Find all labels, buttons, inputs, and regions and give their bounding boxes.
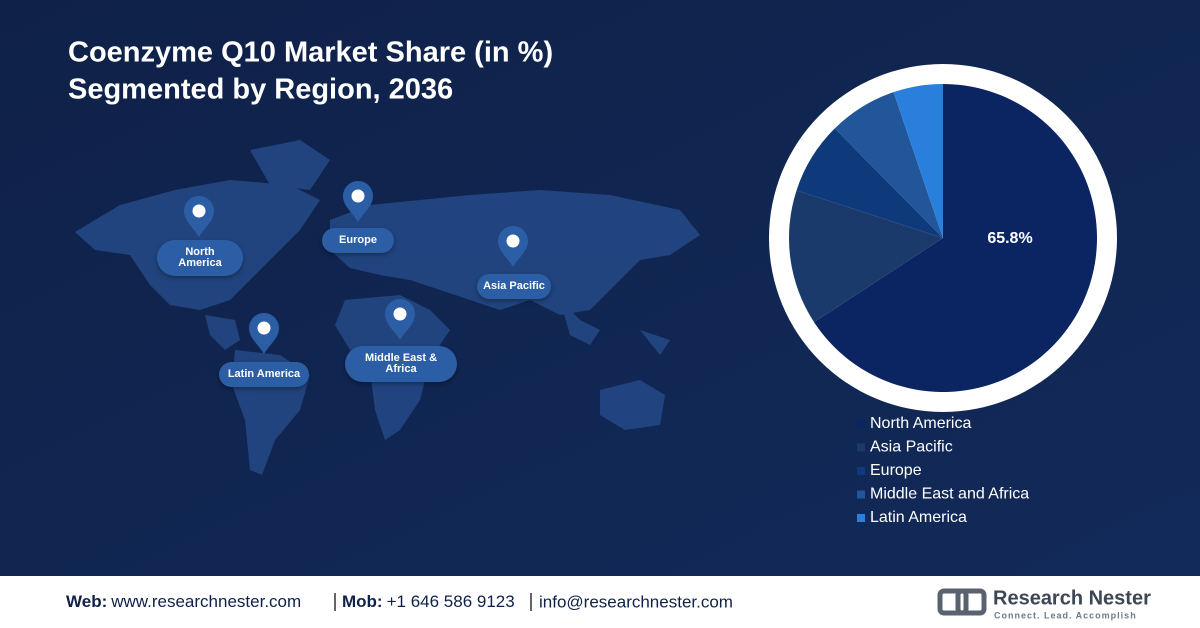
map-label: North America bbox=[157, 240, 243, 276]
footer-text: Mob: +1 646 586 9123 bbox=[342, 592, 515, 611]
data-label: 65.8% bbox=[987, 230, 1032, 247]
legend-swatch bbox=[857, 467, 865, 475]
pie-slice bbox=[834, 92, 943, 239]
logo-name: Research Nester bbox=[993, 587, 1151, 609]
legend-label: Latin America bbox=[870, 509, 967, 526]
map-pin-dot bbox=[393, 307, 407, 321]
logo-tagline: Connect. Lead. Accomplish bbox=[994, 610, 1137, 620]
footer-email: info@researchnester.com bbox=[539, 592, 733, 611]
legend-swatch bbox=[857, 514, 865, 522]
footer-text: Web: www.researchnester.com bbox=[66, 592, 301, 611]
pie-slice bbox=[893, 84, 943, 238]
map-pin-dot bbox=[506, 234, 520, 248]
chart-subtitle: Segmented by Region, 2036 bbox=[68, 74, 453, 106]
map-label: Europe bbox=[322, 228, 394, 253]
footer-band bbox=[0, 576, 1200, 628]
logo-icon bbox=[937, 588, 987, 616]
legend-swatch bbox=[857, 443, 865, 452]
map-pin-dot bbox=[351, 189, 365, 203]
pie-slice bbox=[796, 128, 943, 238]
legend-label: North America bbox=[870, 415, 971, 432]
legend-label: Europe bbox=[870, 462, 922, 479]
footer-web: www.researchnester.com bbox=[110, 592, 301, 611]
map-label: Middle East & Africa bbox=[345, 346, 457, 382]
footer-mob-label: Mob: bbox=[342, 592, 383, 611]
map-pin-dot bbox=[192, 204, 206, 218]
chart-title: Coenzyme Q10 Market Share (in %) bbox=[68, 37, 553, 69]
map-label: Asia Pacific bbox=[477, 274, 551, 299]
legend-swatch bbox=[857, 420, 865, 428]
legend-swatch bbox=[857, 490, 865, 499]
footer-mob: +1 646 586 9123 bbox=[387, 592, 515, 611]
pie-slice bbox=[789, 190, 943, 323]
map-label: Latin America bbox=[219, 362, 309, 387]
footer-web-label: Web: bbox=[66, 592, 107, 611]
pie-slice bbox=[814, 84, 1097, 392]
map-pins bbox=[184, 181, 528, 354]
legend-label: Asia Pacific bbox=[870, 439, 953, 456]
legend-label: Middle East and Africa bbox=[870, 486, 1029, 503]
map-pin-dot bbox=[257, 321, 271, 335]
